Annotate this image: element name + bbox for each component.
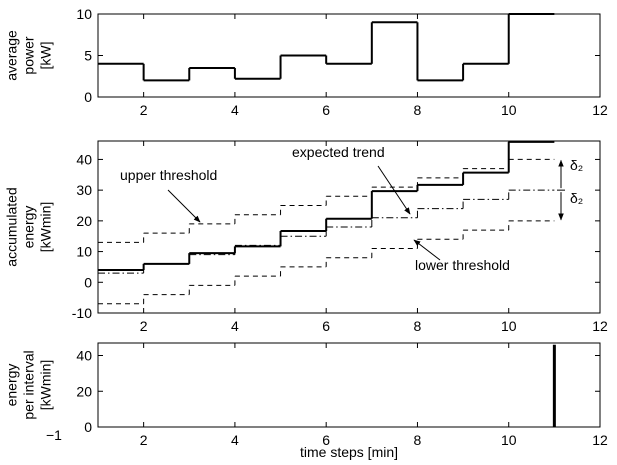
y-tick-label: -10 [72, 305, 92, 321]
y-tick-label: 40 [76, 151, 92, 167]
x-tick-label: 6 [322, 432, 330, 448]
y-tick-label: 10 [76, 244, 92, 260]
annotation-arrow [377, 165, 411, 215]
x-tick-label: 4 [231, 432, 239, 448]
x-tick-label: 10 [501, 432, 517, 448]
y-axis-label: per interval [21, 350, 37, 419]
annotation: upper threshold [120, 167, 217, 183]
y-tick-label: 0 [84, 419, 92, 435]
annotation: δ₂ [570, 190, 583, 206]
y-axis-label: average [4, 30, 20, 81]
y-axis-label: [kW] [38, 42, 54, 70]
x-tick-label: 8 [414, 102, 422, 118]
y-tick-label: 30 [76, 182, 92, 198]
y-axis-label: accumulated [4, 187, 20, 266]
x-tick-label: 10 [501, 318, 517, 334]
y-axis-label: energy [4, 364, 20, 407]
y-tick-label: 0 [84, 274, 92, 290]
x-tick-label: 4 [231, 102, 239, 118]
y-axis-label: [kWmin] [38, 202, 54, 253]
x-tick-label: 2 [140, 102, 148, 118]
axes-frame [97, 13, 601, 98]
x-tick-label: 2 [140, 318, 148, 334]
annotation: lower threshold [415, 257, 510, 273]
x-axis-label: time steps [min] [300, 444, 398, 460]
axes-frame [97, 140, 601, 314]
annotation: expected trend [292, 144, 385, 160]
y-axis-label: power [21, 36, 37, 74]
y-tick-label: 40 [76, 348, 92, 364]
y-axis-label: energy [21, 206, 37, 249]
x-tick-label: 8 [414, 432, 422, 448]
x-tick-label: 2 [140, 432, 148, 448]
annotation: −1 [46, 427, 62, 443]
x-tick-label: 12 [592, 102, 608, 118]
x-tick-label: 6 [322, 102, 330, 118]
x-tick-label: 6 [322, 318, 330, 334]
y-tick-label: 20 [76, 213, 92, 229]
y-axis-label: [kWmin] [38, 360, 54, 411]
x-tick-label: 4 [231, 318, 239, 334]
y-tick-label: 10 [76, 6, 92, 22]
y-tick-label: 5 [84, 48, 92, 64]
annotation-arrow [413, 239, 441, 261]
x-tick-label: 12 [592, 432, 608, 448]
y-tick-label: 20 [76, 383, 92, 399]
x-tick-label: 10 [501, 102, 517, 118]
x-tick-label: 12 [592, 318, 608, 334]
axes-frame [97, 342, 601, 428]
x-tick-label: 8 [414, 318, 422, 334]
annotation: δ₂ [570, 157, 583, 173]
annotation-arrow [167, 189, 201, 223]
y-tick-label: 0 [84, 89, 92, 105]
